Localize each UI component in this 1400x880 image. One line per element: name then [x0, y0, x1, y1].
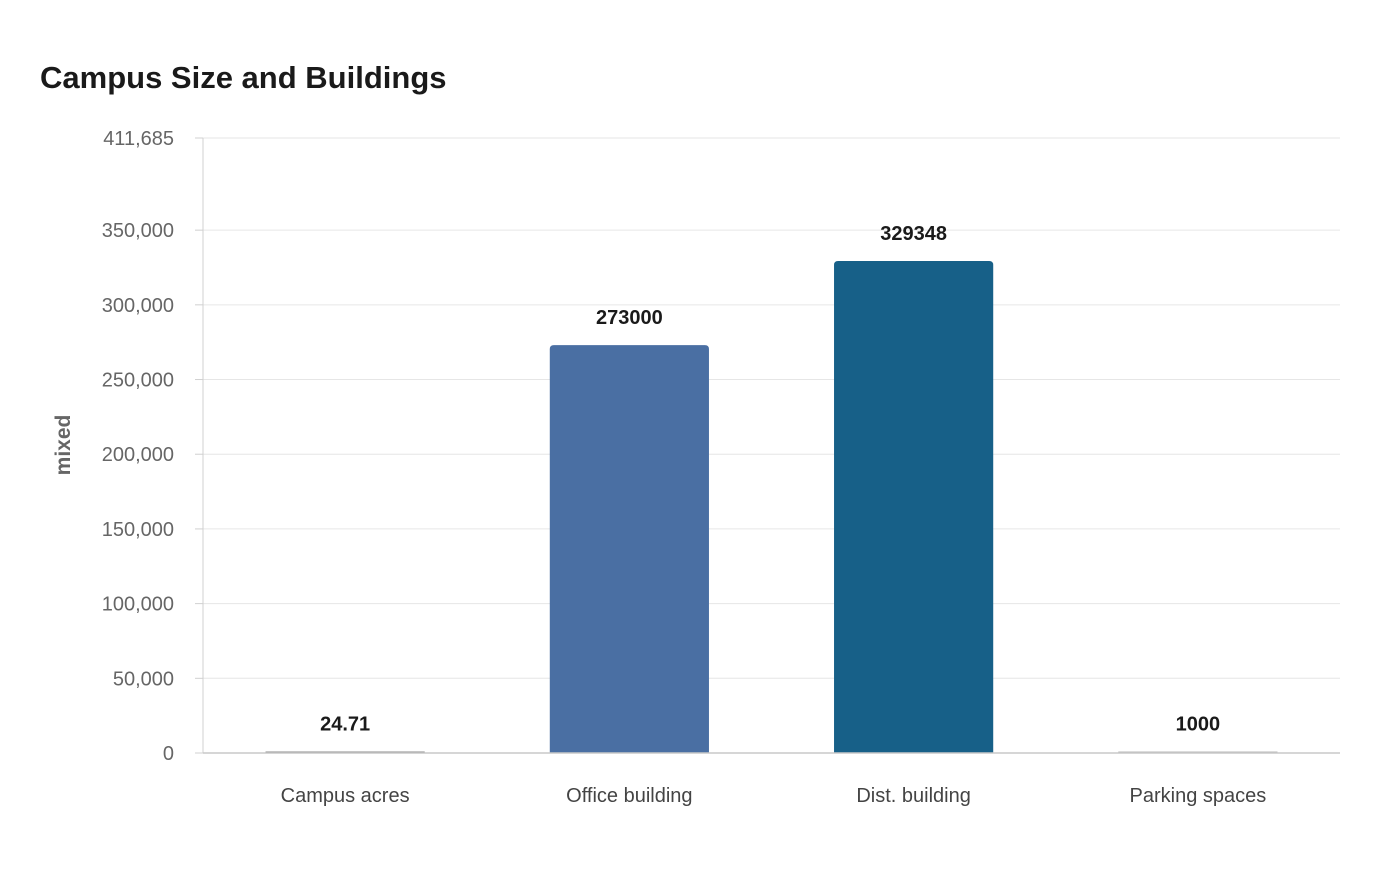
x-tick-label: Dist. building: [856, 785, 971, 807]
x-tick-label: Campus acres: [281, 785, 410, 807]
y-tick-label: 300,000: [102, 295, 174, 317]
data-label: 273000: [596, 307, 663, 329]
x-tick-label: Office building: [566, 785, 692, 807]
data-label: 24.71: [320, 714, 370, 736]
x-tick-label: Parking spaces: [1130, 785, 1267, 807]
y-tick-label: 150,000: [102, 519, 174, 541]
data-label: 1000: [1176, 714, 1221, 736]
y-tick-label: 250,000: [102, 370, 174, 392]
y-tick-label: 50,000: [113, 668, 174, 690]
data-label: 329348: [880, 223, 947, 245]
axes: [195, 137, 1340, 754]
y-tick-label: 350,000: [102, 220, 174, 242]
bars: [265, 261, 1278, 753]
y-tick-label: 200,000: [102, 444, 174, 466]
y-tick-label: 100,000: [102, 594, 174, 616]
bar: [834, 261, 994, 753]
bar: [549, 345, 709, 753]
gridlines: [203, 137, 1340, 679]
chart-title: Campus Size and Buildings: [40, 60, 447, 95]
y-axis-title: mixed: [52, 415, 75, 476]
y-tick-label: 0: [163, 743, 174, 765]
y-tick-label: 411,685: [103, 128, 174, 150]
labels: 0 50,000 100,000 150,000 200,000 250,000 300,0…: [102, 128, 1267, 807]
